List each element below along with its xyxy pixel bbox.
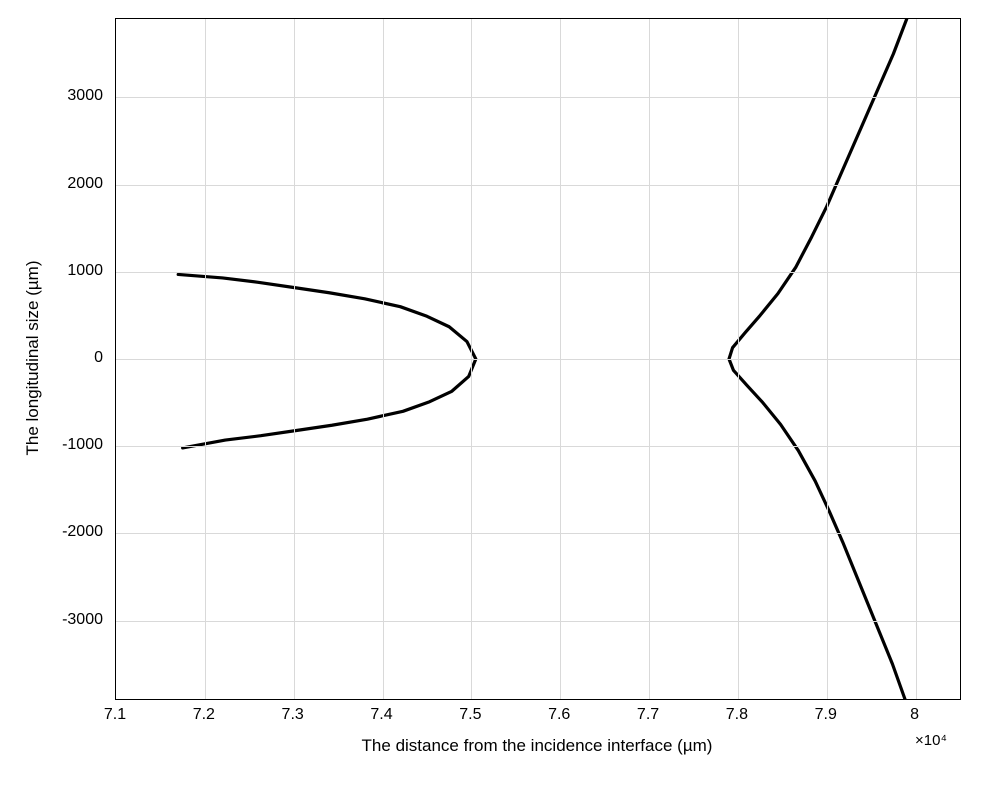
y-tick-label: 2000 — [53, 175, 103, 193]
grid-line-horizontal — [116, 533, 960, 534]
chart-figure: The distance from the incidence interfac… — [0, 0, 1000, 788]
x-tick-label: 7.5 — [459, 706, 481, 724]
grid-line-horizontal — [116, 446, 960, 447]
y-tick-label: -1000 — [53, 436, 103, 454]
x-tick-label: 7.1 — [104, 706, 126, 724]
x-axis-label: The distance from the incidence interfac… — [115, 736, 959, 756]
x-tick-label: 7.4 — [370, 706, 392, 724]
x-tick-label: 8 — [910, 706, 919, 724]
grid-line-horizontal — [116, 621, 960, 622]
x-tick-label: 7.2 — [193, 706, 215, 724]
y-tick-label: 0 — [53, 349, 103, 367]
y-axis-label: The longitudinal size (µm) — [23, 261, 43, 456]
x-tick-label: 7.3 — [282, 706, 304, 724]
grid-line-horizontal — [116, 185, 960, 186]
y-tick-label: 3000 — [53, 87, 103, 105]
x-tick-label: 7.8 — [726, 706, 748, 724]
x-axis-exponent: ×10⁴ — [915, 732, 947, 749]
plot-area — [115, 18, 961, 700]
x-tick-label: 7.6 — [548, 706, 570, 724]
y-tick-label: -2000 — [53, 523, 103, 541]
grid-line-horizontal — [116, 272, 960, 273]
y-tick-label: 1000 — [53, 262, 103, 280]
x-tick-label: 7.9 — [815, 706, 837, 724]
grid-line-horizontal — [116, 359, 960, 360]
grid-line-horizontal — [116, 97, 960, 98]
y-tick-label: -3000 — [53, 611, 103, 629]
x-tick-label: 7.7 — [637, 706, 659, 724]
left-parabola — [178, 274, 476, 447]
